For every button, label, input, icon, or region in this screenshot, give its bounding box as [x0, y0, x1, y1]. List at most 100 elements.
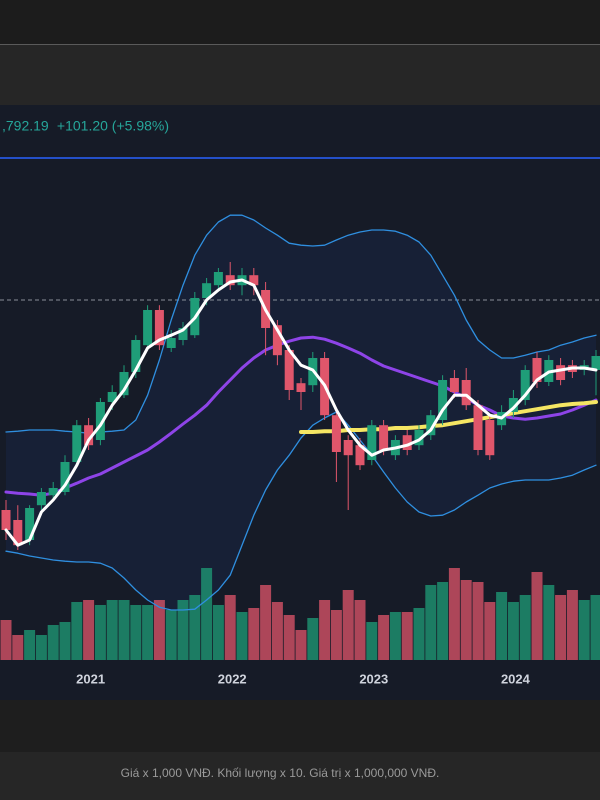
volume-bar: [142, 605, 154, 660]
volume-bar: [307, 618, 319, 660]
candle-body: [473, 405, 483, 450]
volume-bar: [566, 590, 578, 660]
candle-body: [178, 328, 188, 340]
candle-body: [414, 430, 424, 446]
volume-bar: [201, 568, 213, 660]
candle-body: [154, 310, 164, 346]
candle-body: [166, 338, 176, 348]
volume-bar: [94, 605, 106, 660]
candle-body: [143, 310, 153, 346]
band-fill: [6, 215, 596, 610]
candle-body: [60, 462, 70, 492]
candle-body: [485, 420, 495, 456]
candle-body: [25, 508, 35, 540]
x-tick-label: 2024: [501, 671, 531, 686]
volume-bar: [271, 602, 283, 660]
volume-bar: [484, 602, 496, 660]
plot: 2021 2022 2023 2024: [0, 157, 600, 686]
candle-body: [72, 425, 82, 462]
volume-bar: [389, 612, 401, 660]
volume-bar: [153, 600, 165, 660]
candle-body: [1, 510, 11, 530]
volume-bar: [165, 610, 177, 660]
volume-bar: [224, 595, 236, 660]
volume-bar: [130, 605, 142, 660]
volume-bar: [354, 600, 366, 660]
candle-body: [84, 425, 94, 446]
volume-bar: [578, 600, 590, 660]
volume-bar: [448, 568, 460, 660]
volume-bar: [83, 600, 95, 660]
volume-bar: [71, 602, 83, 660]
volume-bar: [460, 580, 472, 660]
candle-body: [13, 520, 23, 546]
candle-body: [213, 272, 223, 286]
volume-bar: [413, 608, 425, 660]
footnote: Giá x 1,000 VNĐ. Khối lượng x 10. Giá tr…: [121, 766, 440, 780]
x-tick-label: 2022: [218, 671, 247, 686]
volume-bar: [543, 585, 555, 660]
last-price: ,792.19: [2, 118, 49, 134]
volume-bar: [12, 635, 24, 660]
top-bar: [0, 0, 600, 44]
footer-bar: [0, 752, 600, 800]
candle-body: [532, 358, 542, 382]
volume-bar: [507, 602, 519, 660]
volume-bar: [0, 620, 12, 660]
volume-bar: [35, 635, 47, 660]
volume-bar: [531, 572, 543, 660]
volume-bar: [118, 600, 130, 660]
candle-body: [556, 365, 566, 380]
volume-bar: [24, 630, 36, 660]
volume-bar: [366, 622, 378, 660]
volume-bar: [189, 595, 201, 660]
volume-bar: [401, 612, 413, 660]
volume-bar: [519, 595, 531, 660]
candle-body: [438, 380, 448, 420]
candle-body: [249, 275, 259, 286]
volume-bar: [425, 585, 437, 660]
price-change: +101.20 (+5.98%): [57, 118, 169, 134]
volume-bar: [59, 622, 71, 660]
volume-bar: [342, 590, 354, 660]
x-tick-label: 2023: [359, 671, 388, 686]
volume-bar: [378, 615, 390, 660]
candle-body: [331, 415, 341, 452]
volume-bar: [330, 610, 342, 660]
toolbar: [0, 45, 600, 105]
volume-bar: [437, 582, 449, 660]
volume-bar: [319, 600, 331, 660]
x-tick-label: 2021: [76, 671, 105, 686]
candle-body: [36, 492, 46, 506]
candle-body: [119, 372, 129, 396]
candle-body: [202, 283, 212, 298]
indicator-line: [299, 400, 598, 434]
candle-body: [355, 445, 365, 466]
volume-bar: [295, 630, 307, 660]
indicator-line: [5, 411, 597, 611]
candle-body: [131, 340, 141, 372]
volume-bar: [590, 595, 600, 660]
volume-bar: [283, 615, 295, 660]
volume-bar: [248, 608, 260, 660]
candle-body: [48, 488, 58, 496]
volume-bar: [496, 592, 508, 660]
volume-bar: [177, 600, 189, 660]
volume-bar: [260, 585, 272, 660]
bottom-bar: [0, 700, 600, 752]
candle-body: [272, 325, 282, 356]
candle-body: [296, 383, 306, 392]
candle-body: [508, 398, 518, 412]
candle-body: [107, 392, 117, 402]
volume-bar: [106, 600, 118, 660]
candle-body: [402, 435, 412, 450]
volume-bar: [236, 612, 248, 660]
candle-body: [225, 275, 235, 286]
candle-body: [284, 350, 294, 390]
candle-body: [591, 356, 600, 370]
candle-body: [379, 425, 389, 450]
candle-body: [520, 370, 530, 400]
volume-bar: [472, 582, 484, 660]
